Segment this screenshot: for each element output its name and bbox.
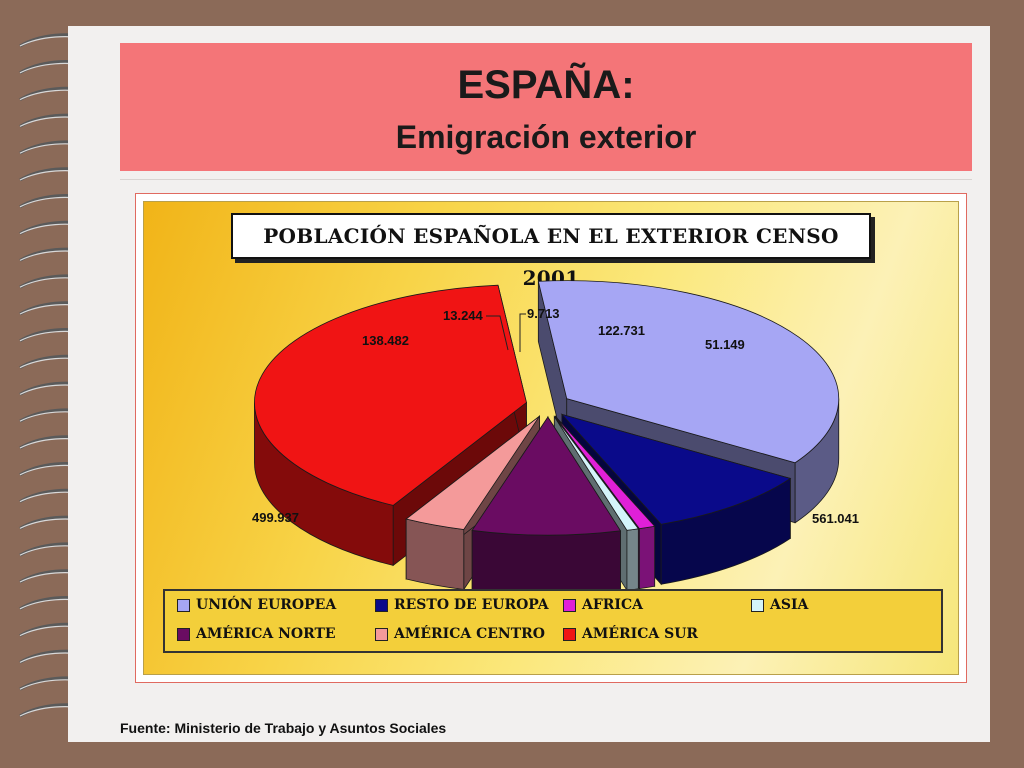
legend-item: UNIÓN EUROPEA — [177, 597, 336, 613]
legend-swatch — [375, 598, 388, 612]
data-label: 122.731 — [598, 323, 645, 338]
legend-label: AMÉRICA CENTRO — [394, 626, 545, 642]
legend-label: RESTO DE EUROPA — [394, 597, 549, 613]
data-label: 138.482 — [362, 333, 409, 348]
legend-label: AFRICA — [582, 597, 643, 613]
legend-label: AMÉRICA NORTE — [196, 626, 336, 642]
leader-line — [486, 315, 509, 351]
chart-legend: UNIÓN EUROPEA RESTO DE EUROPA AFRICA ASIA AM… — [163, 589, 943, 653]
legend-swatch — [177, 627, 190, 641]
chart-title: POBLACIÓN ESPAÑOLA EN EL EXTERIOR CENSO … — [231, 213, 871, 290]
legend-swatch — [563, 598, 576, 612]
data-label: 51.149 — [705, 337, 745, 352]
legend-item: RESTO DE EUROPA — [375, 597, 549, 613]
page-title: ESPAÑA: — [457, 63, 635, 107]
legend-item: AMÉRICA CENTRO — [375, 626, 545, 642]
legend-swatch — [563, 627, 576, 641]
source-note: Fuente: Ministerio de Trabajo y Asuntos … — [120, 720, 447, 736]
page-subtitle: Emigración exterior — [395, 119, 697, 155]
slide-header: ESPAÑA: Emigración exterior — [120, 43, 972, 171]
leader-line — [519, 313, 526, 352]
legend-swatch — [375, 627, 388, 641]
header-divider — [120, 179, 972, 180]
legend-label: AMÉRICA SUR — [582, 626, 699, 642]
pie-slice-america-norte — [471, 415, 622, 596]
legend-item: ASIA — [751, 597, 808, 613]
legend-item: AMÉRICA NORTE — [177, 626, 336, 642]
data-label: 499.937 — [252, 510, 299, 525]
legend-swatch — [177, 598, 190, 612]
data-label: 9.713 — [527, 306, 560, 321]
data-label: 561.041 — [812, 511, 859, 526]
legend-label: ASIA — [770, 597, 809, 613]
legend-label: UNIÓN EUROPEA — [196, 597, 337, 613]
legend-item: AFRICA — [563, 597, 643, 613]
legend-swatch — [751, 598, 764, 612]
data-label: 13.244 — [443, 308, 484, 323]
legend-item: AMÉRICA SUR — [563, 626, 698, 642]
